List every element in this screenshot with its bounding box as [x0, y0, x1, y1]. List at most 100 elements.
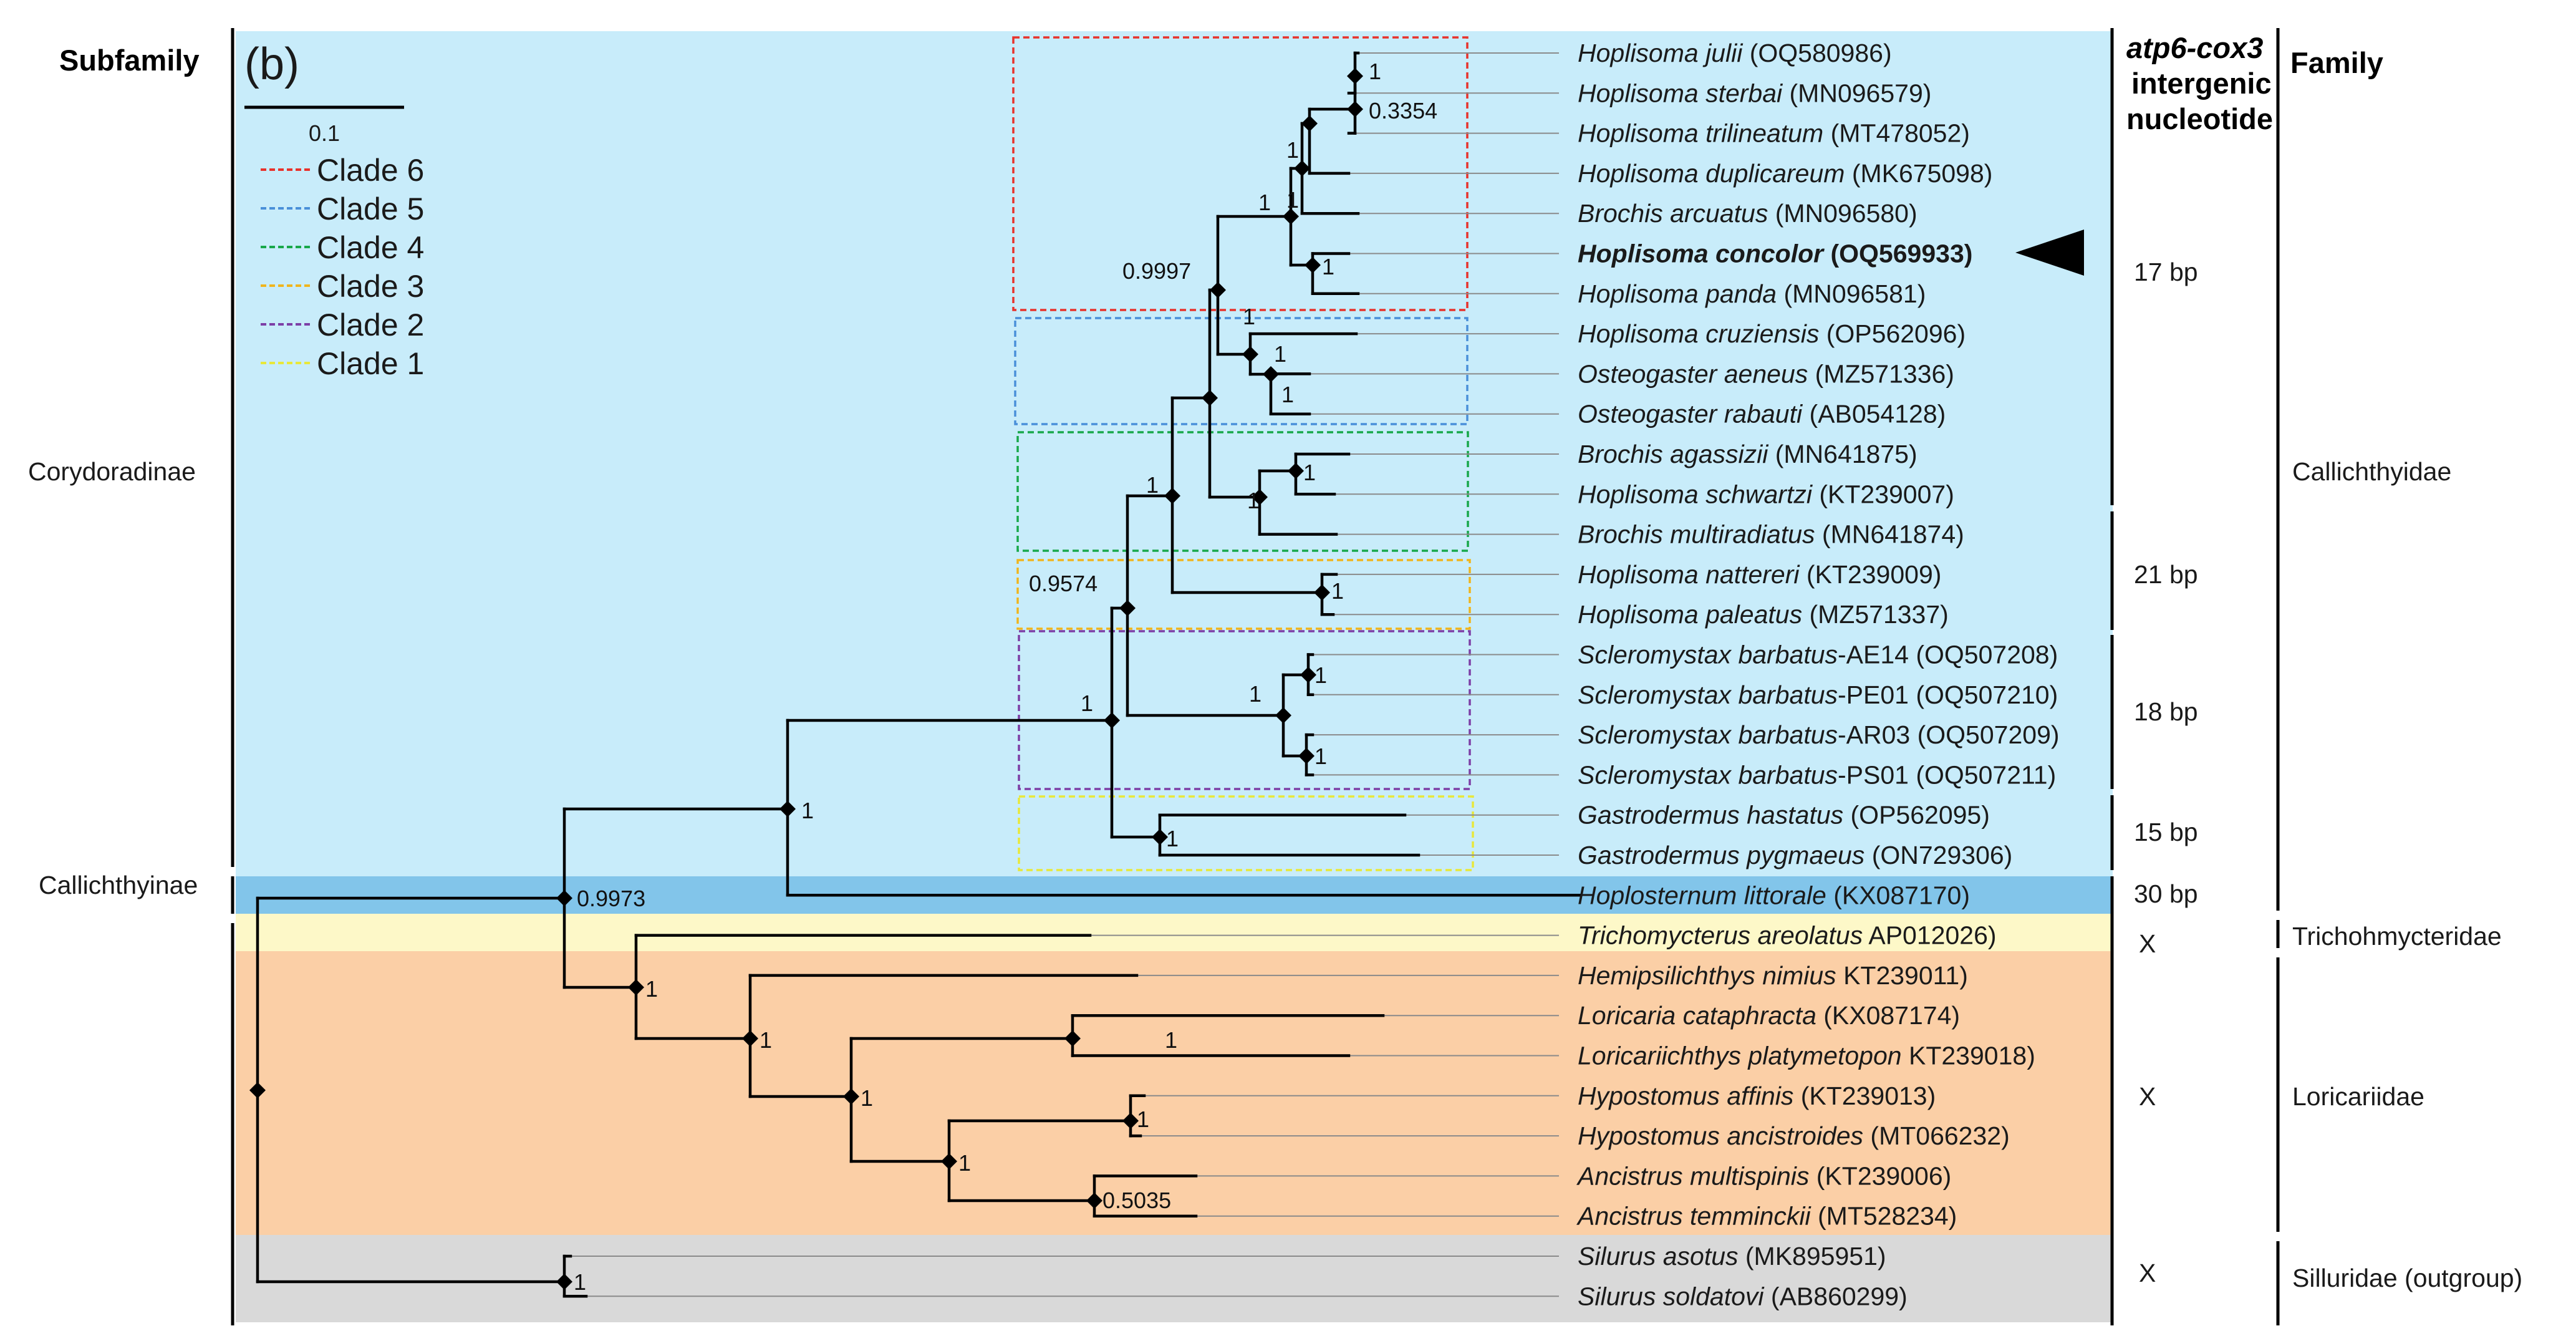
node-diamond	[941, 1153, 957, 1169]
taxon-label: Hoplisoma duplicareum (MK675098)	[1578, 159, 1992, 188]
legend-label: Clade 4	[317, 230, 424, 265]
taxon-label: Hoplisoma julii (OQ580986)	[1578, 39, 1892, 67]
node-diamond	[1152, 829, 1168, 845]
taxon-label: Scleromystax barbatus-PS01 (OQ507211)	[1578, 760, 2056, 789]
support-value: 1	[1286, 187, 1299, 213]
taxon-label: Scleromystax barbatus-PE01 (OQ507210)	[1578, 680, 2058, 709]
node-diamond	[249, 1082, 266, 1098]
node-diamond	[1300, 667, 1316, 683]
node-diamond	[1122, 1113, 1139, 1129]
node-diamond	[1164, 488, 1180, 504]
clade-4-box	[1016, 431, 1469, 552]
node-diamond	[1242, 346, 1258, 362]
support-value: 1	[1081, 690, 1093, 716]
family-siluridae: Silluridae (outgroup)	[2292, 1264, 2522, 1292]
support-value: 1	[1331, 578, 1344, 604]
taxon-label: Trichomycterus areolatus AP012026)	[1578, 921, 1997, 950]
support-value: 0.9574	[1029, 571, 1097, 596]
clade-2-box	[1018, 630, 1471, 790]
family-callichthyidae: Callichthyidae	[2292, 457, 2451, 486]
node-diamond	[556, 890, 572, 906]
intergenic-clade1: 15 bp	[2134, 818, 2198, 846]
support-value: 1	[1315, 743, 1327, 769]
panel-label: (b)	[244, 39, 299, 89]
taxon-label: Silurus soldatovi (AB860299)	[1578, 1282, 1908, 1310]
taxon-label: Brochis agassizii (MN641875)	[1578, 440, 1918, 468]
support-value: 1	[1303, 460, 1316, 485]
taxon-label: Hoplisoma trilineatum (MT478052)	[1578, 119, 1970, 148]
node-diamond	[1252, 489, 1268, 505]
intergenic-header-1: atp6-cox3	[2126, 31, 2263, 64]
taxon-label: Scleromystax barbatus-AR03 (OQ507209)	[1578, 720, 2060, 749]
support-value: 1	[1137, 1106, 1149, 1132]
clade-5-box	[1014, 317, 1469, 425]
node-diamond	[1263, 366, 1279, 382]
taxon-label: Hypostomus affinis (KT239013)	[1578, 1082, 1936, 1110]
taxon-label: Ancistrus temminckii (MT528234)	[1576, 1202, 1957, 1231]
support-value: 1	[1166, 826, 1179, 851]
family-trichomycteridae: Trichohmycteridae	[2292, 922, 2502, 951]
node-diamond	[628, 979, 644, 995]
node-diamond	[1301, 115, 1318, 132]
node-diamond	[1288, 463, 1304, 479]
legend-label: Clade 5	[317, 191, 424, 226]
taxon-label: Scleromystax barbatus-AE14 (OQ507208)	[1578, 641, 2058, 669]
taxon-label: Brochis multiradiatus (MN641874)	[1578, 520, 1964, 549]
support-value: 1	[645, 976, 658, 1002]
support-value: 1	[1146, 472, 1159, 498]
taxon-label: Hoplisoma panda (MN096581)	[1578, 279, 1926, 308]
support-value: 1	[1286, 137, 1299, 163]
support-value: 1	[1243, 304, 1255, 329]
intergenic-hoplosternum: 30 bp	[2134, 879, 2198, 908]
support-value: 1	[574, 1269, 586, 1295]
scale-bar-label: 0.1	[309, 120, 340, 146]
intergenic-clade3: 21 bp	[2134, 560, 2198, 589]
support-value: 1	[1369, 59, 1381, 84]
support-value: 1	[760, 1027, 772, 1053]
support-value: 1	[801, 798, 814, 823]
taxon-label: Hoplisoma concolor (OQ569933)	[1578, 240, 1972, 268]
node-diamond	[1104, 712, 1120, 729]
node-diamond	[1210, 282, 1226, 298]
taxon-label: Hemipsilichthys nimius KT239011)	[1578, 961, 1968, 990]
subfamily-callichthyinae: Callichthyinae	[39, 871, 198, 899]
support-value: 1	[1281, 382, 1294, 407]
intergenic-header-3: nucleotide	[2126, 102, 2273, 135]
node-diamond	[1347, 101, 1363, 117]
taxon-label: Loricaria cataphracta (KX087174)	[1578, 1001, 1960, 1030]
support-value: 1	[958, 1150, 971, 1176]
node-diamond	[1294, 160, 1310, 177]
node-diamond	[1314, 584, 1330, 601]
intergenic-trichomycteridae: X	[2139, 929, 2156, 958]
trichomycteridae-band	[236, 914, 2113, 951]
node-diamond	[1119, 600, 1136, 616]
legend-label: Clade 3	[317, 269, 424, 304]
taxon-label: Hoplisoma nattereri (KT239009)	[1578, 560, 1941, 589]
family-loricariidae: Loricariidae	[2292, 1082, 2424, 1111]
intergenic-siluridae: X	[2139, 1259, 2156, 1287]
taxon-label: Hoplisoma paleatus (MZ571337)	[1578, 600, 1949, 629]
legend-label: Clade 1	[317, 346, 424, 381]
support-value: 0.5035	[1102, 1188, 1171, 1213]
clade-1-box	[1018, 795, 1474, 871]
loricariidae-band	[236, 951, 2113, 1235]
legend-label: Clade 2	[317, 307, 424, 342]
support-value: 1	[1165, 1027, 1177, 1053]
intergenic-loricariidae: X	[2139, 1082, 2156, 1111]
background-bands	[236, 31, 2113, 1322]
node-diamond	[1305, 257, 1321, 273]
siluridae-band	[236, 1235, 2113, 1322]
tree-nodes	[249, 68, 1363, 1290]
taxon-label: Osteogaster rabauti (AB054128)	[1578, 400, 1946, 428]
intergenic-header-2: intergenic	[2131, 67, 2272, 100]
node-diamond	[1064, 1030, 1081, 1047]
corydoradinae-band	[236, 31, 2113, 876]
taxon-label: Gastrodermus pygmaeus (ON729306)	[1578, 841, 2012, 869]
taxon-label: Brochis arcuatus (MN096580)	[1578, 199, 1918, 228]
taxon-label: Osteogaster aeneus (MZ571336)	[1578, 359, 1954, 388]
taxon-label: Loricariichthys platymetopon KT239018)	[1578, 1042, 2035, 1070]
node-diamond	[1202, 390, 1218, 406]
taxon-label: Ancistrus multispinis (KT239006)	[1576, 1161, 1951, 1190]
